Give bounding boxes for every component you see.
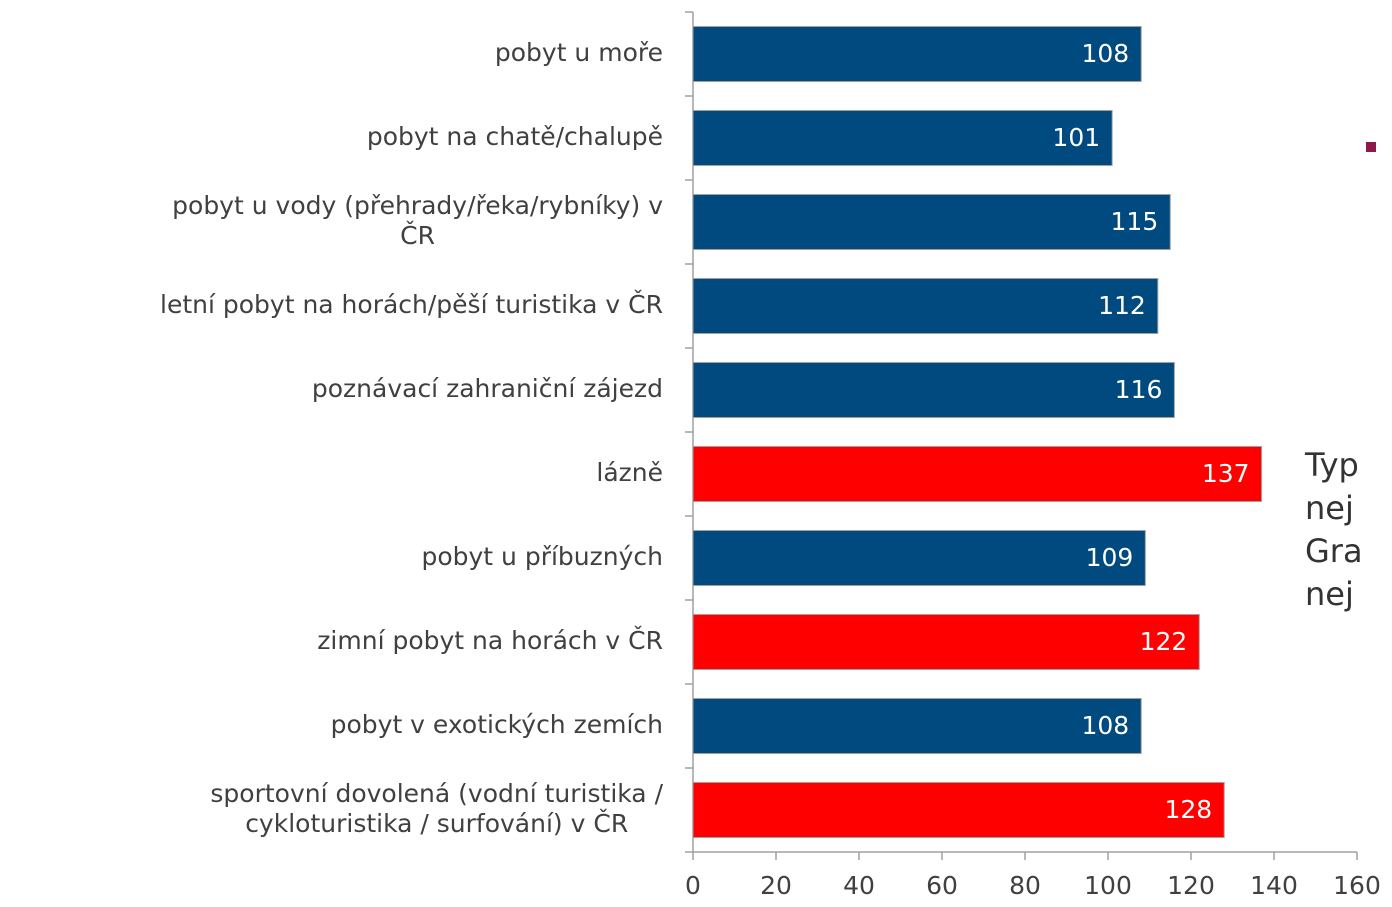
bullet bbox=[1366, 142, 1376, 152]
annotation: nej bbox=[1305, 489, 1354, 527]
x-tick-label: 60 bbox=[926, 871, 958, 900]
x-tick-label: 160 bbox=[1333, 871, 1381, 900]
annotation: Typ bbox=[1304, 446, 1359, 484]
x-tick-label: 120 bbox=[1167, 871, 1215, 900]
value-label: 115 bbox=[1111, 207, 1159, 236]
category-label: pobyt u moře bbox=[495, 38, 663, 67]
bar bbox=[692, 278, 1159, 334]
bar bbox=[692, 614, 1200, 670]
category-label: sportovní dovolená (vodní turistika / cyk… bbox=[210, 779, 663, 838]
category-label: pobyt u příbuzných bbox=[421, 542, 663, 571]
value-label: 112 bbox=[1098, 291, 1146, 320]
bar bbox=[692, 362, 1175, 418]
annotation: nej bbox=[1305, 575, 1354, 613]
value-label: 109 bbox=[1086, 543, 1134, 572]
x-tick-label: 100 bbox=[1084, 871, 1132, 900]
value-label: 116 bbox=[1115, 375, 1163, 404]
bar bbox=[692, 26, 1142, 82]
category-label: pobyt na chatě/chalupě bbox=[367, 122, 663, 151]
value-label: 108 bbox=[1081, 711, 1129, 740]
value-label: 128 bbox=[1164, 795, 1212, 824]
bar bbox=[692, 110, 1113, 166]
category-label: pobyt u vody (přehrady/řeka/rybníky) v ČR bbox=[172, 191, 663, 250]
bar bbox=[692, 698, 1142, 754]
x-tick-label: 40 bbox=[843, 871, 875, 900]
category-label: pobyt v exotických zemích bbox=[331, 710, 663, 739]
x-tick-label: 0 bbox=[685, 871, 701, 900]
category-label: poznávací zahraniční zájezd bbox=[312, 374, 663, 403]
x-tick-label: 20 bbox=[760, 871, 792, 900]
bar bbox=[692, 530, 1146, 586]
bar bbox=[692, 446, 1263, 502]
value-label: 108 bbox=[1081, 39, 1129, 68]
bar bbox=[692, 194, 1171, 250]
category-label: lázně bbox=[596, 458, 663, 487]
value-label: 137 bbox=[1202, 459, 1250, 488]
category-label: letní pobyt na horách/pěší turistika v Č… bbox=[160, 289, 663, 319]
value-label: 122 bbox=[1140, 627, 1188, 656]
bar bbox=[692, 782, 1225, 838]
annotation: Gra bbox=[1305, 532, 1363, 570]
x-tick-label: 140 bbox=[1250, 871, 1298, 900]
x-tick-label: 80 bbox=[1009, 871, 1041, 900]
category-label: zimní pobyt na horách v ČR bbox=[317, 625, 663, 655]
value-label: 101 bbox=[1052, 123, 1100, 152]
